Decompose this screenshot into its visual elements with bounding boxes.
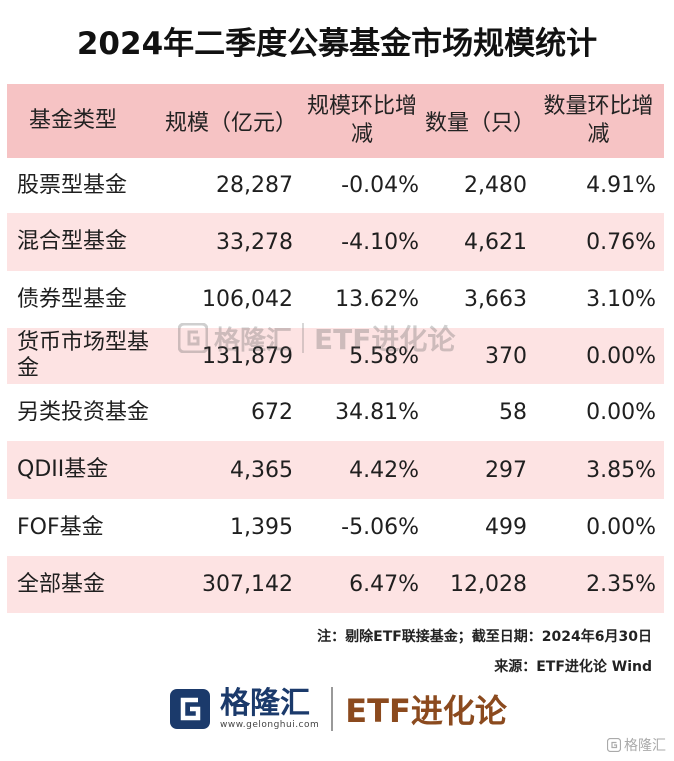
- cell-count: 3,663: [464, 287, 527, 312]
- page-title: 2024年二季度公募基金市场规模统计: [76, 26, 598, 62]
- table-row: QDII基金 4,365 4.42% 297 3.85%: [7, 441, 664, 499]
- footnote: 注：剔除ETF联接基金；截至日期：2024年6月30日: [317, 629, 652, 645]
- table-row: 货币市场型基金 131,879 5.58% 370 0.00%: [7, 328, 664, 384]
- cell-count-change: 3.10%: [586, 287, 656, 312]
- cell-count-change: 3.85%: [586, 457, 656, 483]
- cell-scale-change: 34.81%: [335, 400, 419, 425]
- cell-count-change: 0.00%: [586, 343, 656, 369]
- cell-fund-type: 混合型基金: [17, 229, 128, 254]
- cell-count: 370: [485, 343, 527, 369]
- footer-url: www.gelonghui.com: [220, 720, 320, 730]
- footer-brand: 格隆汇: [220, 686, 310, 721]
- cell-count: 297: [485, 457, 527, 483]
- cell-fund-type: FOF基金: [17, 514, 104, 540]
- table-row: 混合型基金 33,278 -4.10% 4,621 0.76%: [7, 213, 664, 271]
- table-header: 基金类型 规模（亿元） 规模环比增减 数量（只） 数量环比增减: [7, 84, 664, 158]
- table-row: 债券型基金 106,042 13.62% 3,663 3.10%: [7, 271, 664, 328]
- cell-count-change: 4.91%: [586, 173, 656, 198]
- source-note: 来源：ETF进化论 Wind: [494, 659, 652, 675]
- cell-fund-type: 另类投资基金: [17, 399, 150, 425]
- cell-scale: 4,365: [230, 457, 293, 483]
- table-row: 另类投资基金 672 34.81% 58 0.00%: [7, 384, 664, 441]
- cell-count-change: 0.00%: [586, 400, 656, 425]
- header-count-change: 数量环比增减: [543, 94, 654, 147]
- footer-divider: [331, 687, 334, 731]
- table-row: FOF基金 1,395 -5.06% 499 0.00%: [7, 499, 664, 556]
- header-scale: 规模（亿元）: [164, 111, 297, 136]
- cell-count-change: 0.00%: [586, 515, 656, 540]
- cell-scale: 28,287: [216, 173, 293, 198]
- cell-count: 58: [499, 400, 527, 425]
- gelonghui-small-icon: [607, 738, 621, 752]
- cell-fund-type: QDII基金: [17, 457, 109, 482]
- cell-fund-type: 全部基金: [17, 571, 106, 597]
- cell-count: 4,621: [464, 229, 527, 255]
- cell-fund-type: 货币市场型基金: [17, 330, 150, 381]
- footer-brand-block: 格隆汇 www.gelonghui.com: [220, 686, 320, 731]
- cell-count: 12,028: [450, 572, 527, 597]
- cell-fund-type: 债券型基金: [17, 286, 128, 312]
- cell-scale-change: 6.47%: [349, 572, 419, 597]
- cell-fund-type: 股票型基金: [17, 172, 128, 198]
- table-row: 全部基金 307,142 6.47% 12,028 2.35%: [7, 556, 664, 613]
- cell-scale-change: -5.06%: [341, 515, 419, 540]
- cell-count-change: 2.35%: [586, 572, 656, 597]
- header-count: 数量（只）: [425, 111, 536, 136]
- gelonghui-logo-icon: [170, 689, 210, 729]
- header-fund-type: 基金类型: [29, 108, 118, 133]
- cell-scale: 33,278: [216, 229, 293, 255]
- cell-scale: 106,042: [202, 287, 293, 312]
- table-row: 股票型基金 28,287 -0.04% 2,480 4.91%: [7, 158, 664, 213]
- cell-count: 499: [485, 515, 527, 540]
- cell-count-change: 0.76%: [586, 229, 656, 255]
- cell-scale: 1,395: [230, 515, 293, 540]
- cell-scale-change: 5.58%: [349, 343, 419, 369]
- footer-etf: ETF进化论: [345, 692, 507, 730]
- header-scale-change: 规模环比增减: [306, 94, 417, 147]
- cell-count: 2,480: [464, 173, 527, 198]
- corner-watermark: 格隆汇: [607, 735, 666, 755]
- fund-table: 基金类型 规模（亿元） 规模环比增减 数量（只） 数量环比增减 股票型基金 28,…: [7, 84, 664, 613]
- cell-scale-change: 4.42%: [349, 457, 419, 483]
- table-body: 股票型基金 28,287 -0.04% 2,480 4.91% 混合型基金 33,278 -4…: [7, 158, 664, 613]
- cell-scale: 307,142: [202, 572, 293, 597]
- footer-logo: 格隆汇 www.gelonghui.com ETF进化论: [168, 686, 507, 732]
- cell-scale: 672: [251, 400, 293, 425]
- corner-brand: 格隆汇: [624, 738, 666, 754]
- cell-scale: 131,879: [202, 343, 293, 369]
- cell-scale-change: 13.62%: [335, 287, 419, 312]
- cell-scale-change: -4.10%: [341, 229, 419, 255]
- cell-scale-change: -0.04%: [341, 173, 419, 198]
